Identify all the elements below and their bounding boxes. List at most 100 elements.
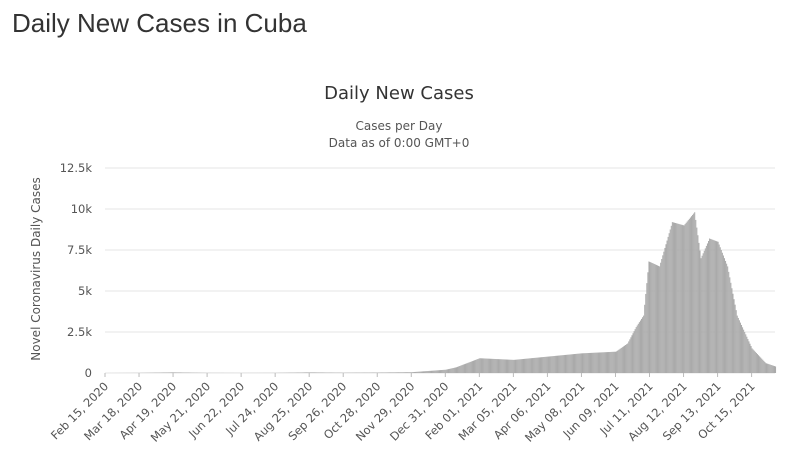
bar xyxy=(725,260,727,373)
bar xyxy=(400,372,402,373)
bar xyxy=(404,372,406,373)
bar xyxy=(415,371,417,373)
bar xyxy=(704,248,706,373)
bar xyxy=(567,354,569,373)
bar xyxy=(536,357,538,374)
bar xyxy=(636,325,638,373)
bar xyxy=(438,370,440,373)
bar xyxy=(747,339,749,373)
bar xyxy=(568,354,570,373)
bar xyxy=(378,372,380,373)
bar xyxy=(766,363,768,373)
bar xyxy=(435,370,437,373)
bar xyxy=(500,359,502,373)
bar xyxy=(422,371,425,373)
bar xyxy=(734,304,736,373)
bar xyxy=(430,370,432,373)
bar xyxy=(510,359,512,373)
bar xyxy=(612,351,614,373)
bar xyxy=(461,365,463,373)
bar xyxy=(448,368,450,373)
bar xyxy=(702,253,704,373)
bar xyxy=(311,372,313,373)
bar xyxy=(302,372,304,373)
bar xyxy=(517,359,519,373)
bar xyxy=(617,350,619,373)
bar xyxy=(458,366,460,373)
bar xyxy=(753,350,755,373)
bar xyxy=(459,366,461,373)
bar xyxy=(504,359,506,373)
bar xyxy=(308,372,310,373)
bar xyxy=(606,352,609,373)
bar xyxy=(659,266,661,373)
bar xyxy=(681,224,683,373)
bar xyxy=(647,272,649,373)
bar xyxy=(507,359,509,373)
bar xyxy=(645,293,647,373)
bar xyxy=(446,369,448,373)
bar xyxy=(574,354,576,373)
bar xyxy=(452,368,454,373)
bar xyxy=(593,352,595,373)
bar xyxy=(658,265,660,373)
bar xyxy=(180,372,182,373)
bar xyxy=(416,371,418,373)
bar xyxy=(754,351,756,373)
bar xyxy=(692,214,694,373)
bar xyxy=(591,352,593,373)
bar xyxy=(403,372,405,373)
bar xyxy=(773,366,775,373)
bar xyxy=(457,366,459,373)
bar xyxy=(419,371,421,373)
bar xyxy=(399,372,401,373)
bar xyxy=(178,372,180,373)
bar xyxy=(445,369,447,373)
bar xyxy=(463,364,465,373)
bar xyxy=(427,371,429,373)
bar xyxy=(401,372,403,373)
bar xyxy=(713,240,715,373)
bar xyxy=(164,372,166,373)
bar xyxy=(575,353,577,373)
bar xyxy=(642,317,644,373)
bar xyxy=(764,362,766,373)
bar xyxy=(630,337,632,373)
y-tick-label: 5k xyxy=(78,284,92,298)
bar xyxy=(520,359,522,373)
bar xyxy=(627,343,629,373)
bar xyxy=(586,353,588,373)
bar xyxy=(426,371,428,373)
bar xyxy=(412,372,414,373)
bar xyxy=(418,371,420,373)
y-tick-label: 12.5k xyxy=(60,161,93,175)
bar xyxy=(320,372,322,373)
bar xyxy=(491,358,493,373)
bar xyxy=(480,358,482,373)
bar xyxy=(727,266,729,373)
bar xyxy=(537,357,539,373)
bar xyxy=(380,372,382,373)
bar xyxy=(759,356,761,373)
bar xyxy=(737,317,739,373)
bar xyxy=(167,372,169,373)
bar xyxy=(604,352,606,373)
bar xyxy=(421,371,423,373)
bar xyxy=(454,367,456,373)
bar xyxy=(690,216,693,373)
bar xyxy=(717,241,719,373)
bar xyxy=(677,223,679,373)
bar xyxy=(532,358,534,373)
bar xyxy=(521,359,523,373)
y-tick-label: 2.5k xyxy=(67,325,92,339)
bar xyxy=(502,359,504,373)
bar xyxy=(551,356,553,373)
bar xyxy=(479,358,481,373)
bar xyxy=(453,367,455,373)
bar xyxy=(678,223,680,373)
bar xyxy=(420,371,422,373)
bar xyxy=(309,372,311,373)
bar xyxy=(417,371,419,373)
bar xyxy=(499,359,501,373)
bar xyxy=(597,352,599,373)
